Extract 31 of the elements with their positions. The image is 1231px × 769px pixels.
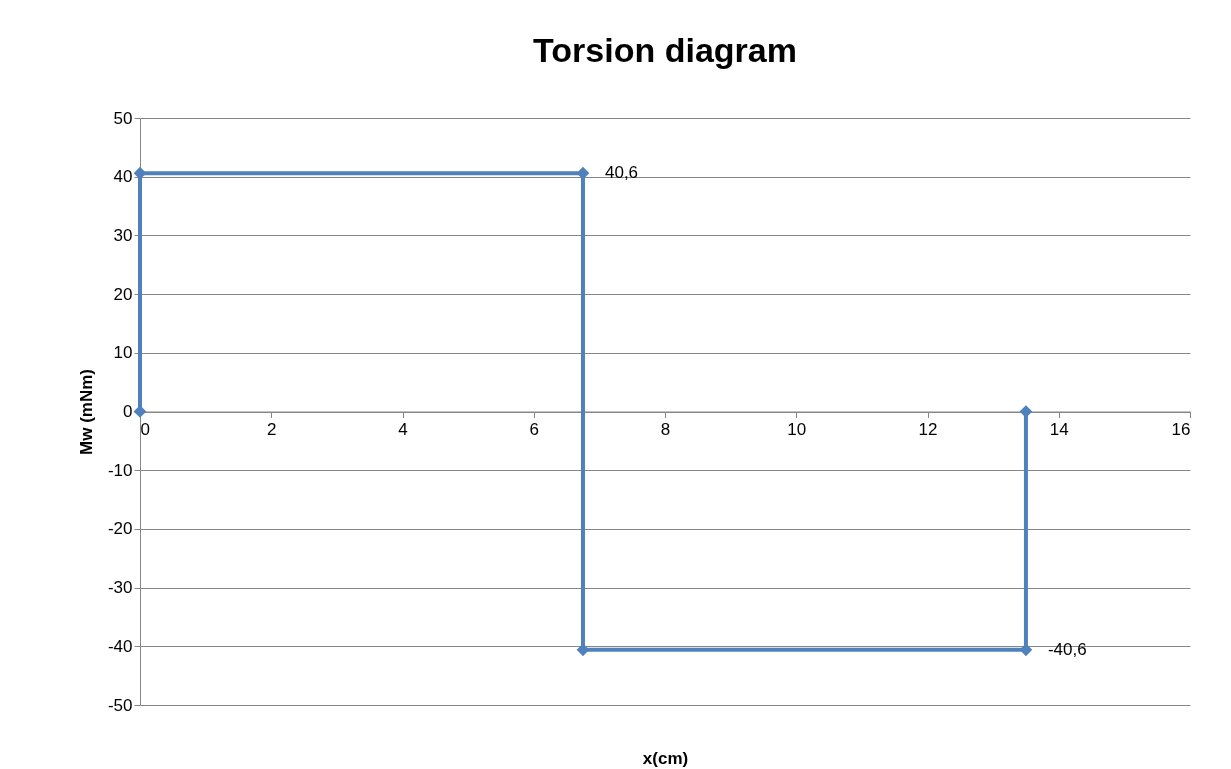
x-tick-label: 2 [267, 420, 277, 439]
x-tick-label: 6 [529, 420, 539, 439]
x-tick-label: 14 [1049, 420, 1069, 439]
y-tick-label: -20 [107, 519, 133, 539]
point [133, 166, 147, 180]
y-tick-label: 10 [113, 343, 133, 363]
point [576, 643, 590, 657]
x-tick-label: 0 [140, 420, 150, 439]
y-tick-label: 40 [113, 167, 133, 187]
point [133, 405, 147, 418]
point [1019, 405, 1033, 418]
y-axis-title: Mw (mNm) [76, 369, 96, 455]
y-tick-label: 20 [113, 284, 133, 304]
chart-title: Torsion diagram [533, 31, 797, 69]
x-tick-label: 8 [660, 420, 671, 439]
x-axis-title: x(cm) [642, 748, 689, 768]
x-tick-label: 12 [918, 420, 938, 439]
y-tick-label: -40 [107, 636, 133, 656]
x-tick-label: 4 [398, 420, 408, 439]
data-label: 40,6 [604, 163, 639, 183]
x-tick-label: 10 [787, 420, 807, 439]
y-tick-label: 30 [113, 225, 133, 245]
x-tick-label: 16 [1171, 420, 1191, 439]
y-tick-label: 50 [113, 108, 133, 128]
point [1019, 643, 1033, 657]
data-label: -40,6 [1047, 639, 1087, 659]
y-tick-label: 0 [123, 402, 133, 421]
y-tick-label: -50 [107, 695, 133, 715]
y-tick-label: -30 [107, 578, 133, 598]
y-tick-label: -10 [107, 460, 133, 480]
point [576, 166, 590, 180]
